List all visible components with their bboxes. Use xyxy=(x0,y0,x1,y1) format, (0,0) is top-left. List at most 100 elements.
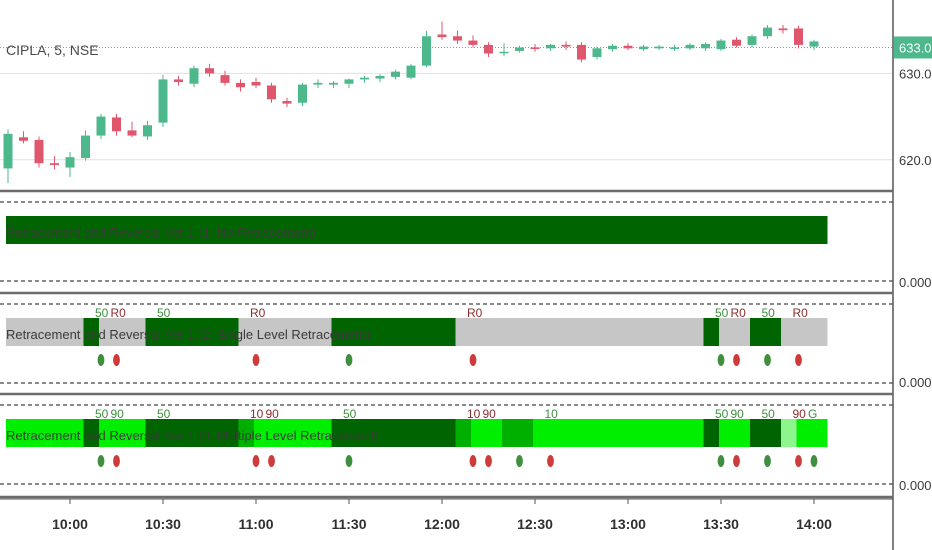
candle-body xyxy=(3,133,13,169)
candle-body xyxy=(716,40,726,50)
band-segment xyxy=(781,318,828,346)
time-tick-label: 13:30 xyxy=(703,516,739,532)
candle-body xyxy=(608,45,617,50)
band-segment xyxy=(796,419,828,447)
signal-marker xyxy=(252,455,260,467)
level-label: 50 xyxy=(343,407,357,421)
band-segment xyxy=(99,419,146,447)
signal-marker xyxy=(810,455,818,467)
band-segment xyxy=(238,318,332,346)
candle-body xyxy=(623,45,633,49)
signal-marker xyxy=(795,455,802,467)
band-segment xyxy=(533,419,704,447)
signal-marker xyxy=(113,455,120,467)
candle-body xyxy=(453,36,462,41)
candle-body xyxy=(65,157,75,168)
candle-body xyxy=(34,139,44,164)
signal-marker xyxy=(469,354,477,366)
price-grid xyxy=(0,72,893,161)
signal-marker xyxy=(516,455,523,467)
band-segment xyxy=(254,419,332,447)
signal-marker xyxy=(733,455,740,467)
signal-marker xyxy=(469,455,477,467)
band-segment xyxy=(83,318,99,346)
last-price-badge xyxy=(894,36,932,59)
level-label: 90 xyxy=(731,407,745,421)
band-segment xyxy=(99,318,146,346)
candle-body xyxy=(732,39,741,46)
price-candles xyxy=(3,21,819,184)
indicator-title: Retracement and Reversal Ver 1 (2: Singl… xyxy=(6,327,370,342)
band-segment xyxy=(83,419,99,447)
level-label: 50 xyxy=(762,306,776,320)
candle-body xyxy=(422,36,431,66)
indicator-title: Retracement and Reversal Ver 1 (3: Multi… xyxy=(6,428,379,443)
level-label: 50 xyxy=(715,407,729,421)
level-label: 90 xyxy=(266,407,280,421)
band-segment xyxy=(455,419,471,447)
level-label: 90 xyxy=(111,407,125,421)
candle-body xyxy=(794,28,803,45)
indicator-title: Retracement and Reversal Ver 1 (1: No Re… xyxy=(6,225,316,240)
band-segment xyxy=(455,318,704,346)
band-segment xyxy=(471,419,502,447)
level-label: 50 xyxy=(157,407,171,421)
band-segment xyxy=(145,419,239,447)
candle-body xyxy=(189,68,199,84)
band-segment xyxy=(703,318,719,346)
candle-body xyxy=(112,117,121,132)
candle-body xyxy=(530,47,540,49)
candle-body xyxy=(577,44,586,60)
signal-marker xyxy=(97,354,105,366)
candle-body xyxy=(251,82,261,86)
level-label: R0 xyxy=(731,306,747,320)
level-label: 50 xyxy=(762,407,776,421)
candle-body xyxy=(809,41,819,47)
candle-body xyxy=(654,46,664,49)
time-tick-label: 11:30 xyxy=(331,516,366,532)
candle-body xyxy=(205,68,214,74)
level-label: 50 xyxy=(715,306,729,320)
signal-marker xyxy=(345,354,353,366)
band-segment xyxy=(6,318,84,346)
time-tick-label: 10:30 xyxy=(145,516,181,532)
band-segment xyxy=(781,419,797,447)
candle-body xyxy=(127,130,137,136)
candle-body xyxy=(220,75,230,83)
candle-body xyxy=(143,125,152,137)
candle-body xyxy=(174,79,183,83)
time-tick-label: 12:00 xyxy=(424,516,460,532)
candle-body xyxy=(747,36,757,45)
signal-marker xyxy=(764,354,771,366)
time-tick-label: 14:00 xyxy=(796,516,832,532)
candle-body xyxy=(437,34,447,38)
candle-body xyxy=(468,40,478,45)
candle-body xyxy=(50,163,59,165)
level-label: 90 xyxy=(483,407,497,421)
candle-body xyxy=(778,28,788,31)
candle-body xyxy=(158,79,168,123)
candle-body xyxy=(360,77,369,80)
candle-body xyxy=(282,101,292,104)
signal-marker xyxy=(268,455,275,467)
band-segment xyxy=(703,419,719,447)
candle-body xyxy=(670,47,679,49)
band-segment xyxy=(6,216,828,244)
level-label: 90 xyxy=(793,407,807,421)
candle-body xyxy=(639,46,648,50)
price-pane: CIPLA, 5, NSE xyxy=(0,21,893,184)
band-segment xyxy=(238,419,254,447)
candle-body xyxy=(484,44,493,54)
time-tick-label: 12:30 xyxy=(517,516,553,532)
signal-marker xyxy=(795,354,802,366)
band-segment xyxy=(331,318,456,346)
signal-marker xyxy=(733,354,740,366)
level-label: 50 xyxy=(95,407,109,421)
band-segment xyxy=(719,419,750,447)
level-label: R0 xyxy=(467,306,483,320)
